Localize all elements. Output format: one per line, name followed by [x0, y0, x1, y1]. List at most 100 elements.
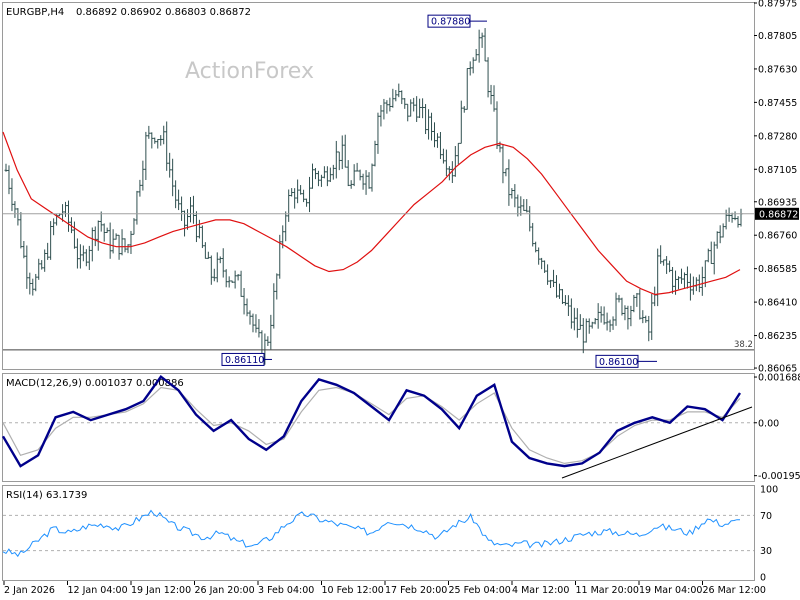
rsi-tick-label: 100: [760, 485, 778, 496]
ohlc-bar: [465, 67, 469, 110]
ohlc-bar: [31, 278, 35, 296]
ohlc-bar: [459, 100, 463, 144]
price-tick-label: 0.87630: [758, 64, 797, 75]
ohlc-bar: [66, 200, 70, 232]
ohlc-bar: [501, 144, 505, 184]
ohlc-bar: [251, 313, 255, 333]
time-tick-label: 3 Feb 04:00: [258, 585, 314, 596]
ohlc-bar: [174, 180, 178, 209]
ohlc-bar: [141, 160, 145, 191]
ohlc-bar: [93, 226, 97, 247]
ohlc-bar: [528, 206, 532, 232]
ohlc-bar: [644, 315, 648, 323]
ohlc-bar: [352, 164, 356, 187]
ohlc-bar: [111, 229, 115, 254]
ohlc-bar: [25, 245, 29, 289]
ohlc-label: 0.86892 0.86902 0.86803 0.86872: [76, 7, 251, 18]
ohlc-bar: [305, 198, 309, 207]
ohlc-bar: [340, 135, 344, 170]
ohlc-bar: [727, 207, 731, 222]
ohlc-bar: [546, 264, 550, 285]
ohlc-bar: [123, 238, 127, 253]
ohlc-bar: [206, 251, 210, 259]
ohlc-bar: [430, 112, 434, 141]
ohlc-bar: [4, 163, 8, 172]
ohlc-bar: [581, 318, 585, 354]
ohlc-bar: [224, 269, 228, 288]
time-tick-label: 12 Jan 04:00: [68, 585, 128, 596]
ohlc-bar: [462, 106, 466, 113]
ohlc-bar: [266, 336, 270, 346]
ohlc-bar: [328, 167, 332, 183]
ohlc-bar: [75, 238, 79, 269]
ohlc-bar: [441, 148, 445, 164]
ohlc-bar: [299, 185, 303, 195]
moving-average-line: [2, 131, 741, 296]
ohlc-bar: [510, 188, 514, 199]
ohlc-bar: [230, 280, 234, 283]
ohlc-bar: [543, 260, 547, 273]
ohlc-bar: [108, 222, 112, 259]
ohlc-bar: [602, 306, 606, 325]
ohlc-bar: [394, 90, 398, 102]
macd-indicator: 0.001688 0.00 -0.001953: [1, 373, 800, 482]
ohlc-bar: [560, 288, 564, 305]
ohlc-bar: [513, 184, 517, 208]
ohlc-bar: [706, 248, 710, 263]
ohlc-bar: [635, 292, 639, 307]
macd-signal-line: [2, 386, 741, 465]
ohlc-bar: [221, 248, 225, 278]
ohlc-bar: [388, 97, 392, 112]
ohlc-bar: [406, 103, 410, 122]
ohlc-bar: [623, 305, 627, 321]
ohlc-bar: [421, 98, 425, 119]
ohlc-bar: [168, 152, 172, 178]
ohlc-bar: [209, 255, 213, 285]
ohlc-bar: [34, 273, 38, 292]
price-tick-label: 0.86235: [758, 331, 797, 342]
ohlc-bar: [736, 216, 740, 228]
ohlc-bar: [212, 268, 216, 282]
ohlc-bar: [584, 318, 588, 343]
ohlc-bar: [257, 319, 261, 338]
ohlc-bar: [418, 98, 422, 119]
macd-tick-label: 0.001688: [758, 373, 800, 384]
ohlc-bar: [165, 121, 169, 171]
ohlc-bar: [483, 28, 487, 62]
price-tick-label: 0.87280: [758, 131, 797, 142]
ohlc-bar: [197, 219, 201, 239]
ohlc-bar: [531, 222, 535, 247]
ohlc-bar: [519, 196, 523, 216]
price-tick-label: 0.87805: [758, 31, 797, 42]
ohlc-bar: [590, 321, 594, 329]
ohlc-bar: [126, 244, 130, 254]
price-tick-label: 0.87975: [758, 0, 797, 10]
ohlc-bar: [572, 307, 576, 331]
ohlc-bar: [435, 133, 439, 148]
ohlc-bar: [171, 158, 175, 197]
ohlc-bar: [367, 172, 371, 189]
ohlc-bar: [102, 223, 106, 242]
ohlc-bar: [64, 201, 68, 217]
ohlc-bar: [22, 241, 26, 259]
rsi-panel-frame: [2, 485, 755, 581]
ohlc-bar: [400, 90, 404, 105]
ohlc-bar: [203, 242, 207, 259]
ohlc-bar: [355, 162, 359, 172]
ohlc-bar: [626, 305, 630, 330]
ohlc-bar: [679, 268, 683, 284]
ohlc-bar: [471, 57, 475, 74]
main-panel-frame: [2, 2, 755, 370]
ohlc-bar: [275, 273, 279, 300]
ohlc-bar: [358, 169, 362, 181]
rsi-tick-label: 0: [760, 573, 766, 584]
ohlc-bar: [150, 132, 154, 149]
ohlc-bar: [236, 274, 240, 281]
ohlc-bar: [671, 266, 675, 294]
rsi-title: RSI(14) 63.1739: [6, 490, 87, 501]
rsi-tick-label: 70: [760, 511, 772, 522]
ohlc-bar: [43, 249, 47, 272]
ohlc-bar: [239, 270, 243, 297]
ohlc-bar: [194, 211, 198, 243]
